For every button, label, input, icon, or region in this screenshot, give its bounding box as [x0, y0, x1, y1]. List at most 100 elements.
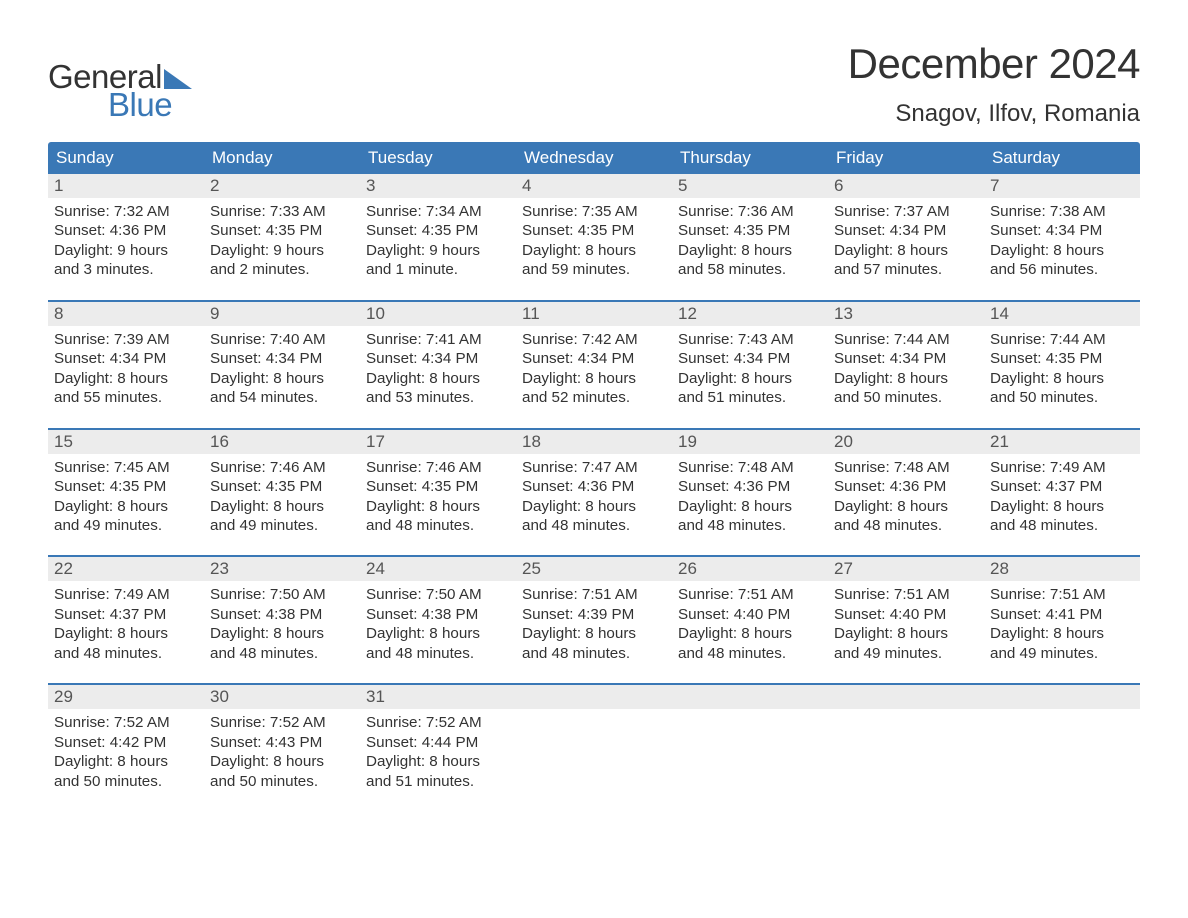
day-number: 29 [48, 685, 204, 709]
day-number: 20 [828, 430, 984, 454]
day-info-line: Sunset: 4:38 PM [210, 605, 354, 624]
day-info-line: Sunset: 4:34 PM [210, 349, 354, 368]
day-info-line: Sunrise: 7:39 AM [54, 330, 198, 349]
day-number: 28 [984, 557, 1140, 581]
day-info-line: Sunset: 4:34 PM [366, 349, 510, 368]
day-info-line: Daylight: 8 hours [522, 624, 666, 643]
logo: General Blue [48, 58, 192, 124]
day-info-line: Sunrise: 7:49 AM [990, 458, 1134, 477]
day-number-row: 15161718192021 [48, 430, 1140, 454]
day-info-line: Sunset: 4:36 PM [834, 477, 978, 496]
day-body-row: Sunrise: 7:39 AM Sunset: 4:34 PM Daylight:… [48, 326, 1140, 426]
day-info-line: and 48 minutes. [522, 644, 666, 663]
day-info-line: and 2 minutes. [210, 260, 354, 279]
day-cell: Sunrise: 7:42 AMSunset: 4:34 PMDaylight:… [516, 326, 672, 408]
day-info-line: Daylight: 8 hours [54, 624, 198, 643]
day-body-row: Sunrise: 7:45 AMSunset: 4:35 PMDaylight:… [48, 454, 1140, 554]
day-info-line: and 51 minutes. [678, 388, 822, 407]
day-info-line: Sunset: 4:40 PM [678, 605, 822, 624]
day-info-line: and 48 minutes. [834, 516, 978, 535]
day-info-line: Sunrise: 7:52 AM [54, 713, 198, 732]
day-info-line: Sunrise: 7:48 AM [834, 458, 978, 477]
month-year-title: December 2024 [848, 40, 1140, 88]
day-number: 27 [828, 557, 984, 581]
week-row: 22232425262728Sunrise: 7:49 AMSunset: 4:… [48, 555, 1140, 681]
day-info-line: Daylight: 8 hours [522, 241, 666, 260]
day-number: 18 [516, 430, 672, 454]
day-cell: Sunrise: 7:44 AMSunset: 4:35 PMDaylight:… [984, 326, 1140, 408]
day-cell: Sunrise: 7:38 AMSunset: 4:34 PMDaylight:… [984, 198, 1140, 280]
day-number: 7 [984, 174, 1140, 198]
day-info-line: Daylight: 8 hours [366, 624, 510, 643]
day-info-line: and 54 minutes. [210, 388, 354, 407]
day-cell: Sunrise: 7:49 AMSunset: 4:37 PMDaylight:… [984, 454, 1140, 536]
day-info-line: and 48 minutes. [678, 644, 822, 663]
day-info-line: Sunrise: 7:33 AM [210, 202, 354, 221]
weekday-label: Monday [204, 142, 360, 174]
day-body-row: Sunrise: 7:52 AMSunset: 4:42 PMDaylight:… [48, 709, 1140, 809]
day-info-line: Sunrise: 7:37 AM [834, 202, 978, 221]
day-info-line: Sunrise: 7:41 AM [366, 330, 510, 349]
day-info-line: Sunset: 4:42 PM [54, 733, 198, 752]
day-cell: Sunrise: 7:40 AMSunset: 4:34 PMDaylight:… [204, 326, 360, 408]
day-number: 9 [204, 302, 360, 326]
day-number: 11 [516, 302, 672, 326]
day-info-line: Daylight: 9 hours [210, 241, 354, 260]
day-number: 13 [828, 302, 984, 326]
day-number: 23 [204, 557, 360, 581]
location-subtitle: Snagov, Ilfov, Romania [848, 100, 1140, 128]
day-info-line: and 49 minutes. [210, 516, 354, 535]
day-cell: Sunrise: 7:51 AMSunset: 4:40 PMDaylight:… [828, 581, 984, 663]
day-cell: Sunrise: 7:47 AMSunset: 4:36 PMDaylight:… [516, 454, 672, 536]
day-info-line: Sunset: 4:35 PM [366, 477, 510, 496]
day-cell [672, 709, 828, 791]
day-info-line: Sunset: 4:40 PM [834, 605, 978, 624]
day-info-line: Daylight: 8 hours [990, 624, 1134, 643]
day-number-row: 891011121314 [48, 302, 1140, 326]
day-info-line: Sunset: 4:34 PM [834, 221, 978, 240]
day-info-line: Daylight: 8 hours [54, 369, 198, 388]
day-info-line: and 50 minutes. [210, 772, 354, 791]
day-cell: Sunrise: 7:39 AMSunset: 4:34 PMDaylight:… [48, 326, 204, 408]
day-info-line: and 55 minutes. [54, 388, 198, 407]
day-info-line: Sunset: 4:34 PM [834, 349, 978, 368]
day-number: 26 [672, 557, 828, 581]
day-number: 31 [360, 685, 516, 709]
day-cell: Sunrise: 7:48 AMSunset: 4:36 PMDaylight:… [828, 454, 984, 536]
day-info-line: and 1 minute. [366, 260, 510, 279]
day-info-line: Daylight: 8 hours [678, 369, 822, 388]
day-cell: Sunrise: 7:51 AMSunset: 4:41 PMDaylight:… [984, 581, 1140, 663]
day-info-line: and 52 minutes. [522, 388, 666, 407]
day-info-line: Daylight: 8 hours [678, 497, 822, 516]
day-info-line: Sunrise: 7:46 AM [210, 458, 354, 477]
day-info-line: Sunset: 4:35 PM [210, 477, 354, 496]
day-info-line: and 48 minutes. [990, 516, 1134, 535]
day-info-line: Sunrise: 7:43 AM [678, 330, 822, 349]
day-cell: Sunrise: 7:43 AMSunset: 4:34 PMDaylight:… [672, 326, 828, 408]
day-info-line: Sunset: 4:37 PM [990, 477, 1134, 496]
calendar: Sunday Monday Tuesday Wednesday Thursday… [48, 142, 1140, 809]
day-info-line: and 48 minutes. [210, 644, 354, 663]
day-info-line: Daylight: 8 hours [366, 497, 510, 516]
day-info-line: and 49 minutes. [990, 644, 1134, 663]
day-cell: Sunrise: 7:44 AMSunset: 4:34 PMDaylight:… [828, 326, 984, 408]
day-cell [984, 709, 1140, 791]
day-info-line: Daylight: 8 hours [210, 497, 354, 516]
day-info-line: Daylight: 9 hours [366, 241, 510, 260]
day-number: 17 [360, 430, 516, 454]
day-info-line: Daylight: 8 hours [678, 624, 822, 643]
day-cell: Sunrise: 7:34 AMSunset: 4:35 PMDaylight:… [360, 198, 516, 280]
day-info-line: Sunrise: 7:32 AM [54, 202, 198, 221]
day-info-line: Sunset: 4:39 PM [522, 605, 666, 624]
day-info-line: Sunrise: 7:40 AM [210, 330, 354, 349]
day-number: 16 [204, 430, 360, 454]
day-info-line: and 48 minutes. [678, 516, 822, 535]
weeks-container: 1234567Sunrise: 7:32 AMSunset: 4:36 PMDa… [48, 174, 1140, 809]
day-info-line: Sunset: 4:35 PM [366, 221, 510, 240]
day-cell: Sunrise: 7:32 AMSunset: 4:36 PMDaylight:… [48, 198, 204, 280]
day-info-line: Daylight: 8 hours [54, 752, 198, 771]
day-info-line: Daylight: 8 hours [678, 241, 822, 260]
day-info-line: Daylight: 8 hours [834, 497, 978, 516]
day-info-line: Sunrise: 7:51 AM [678, 585, 822, 604]
day-info-line: and 57 minutes. [834, 260, 978, 279]
